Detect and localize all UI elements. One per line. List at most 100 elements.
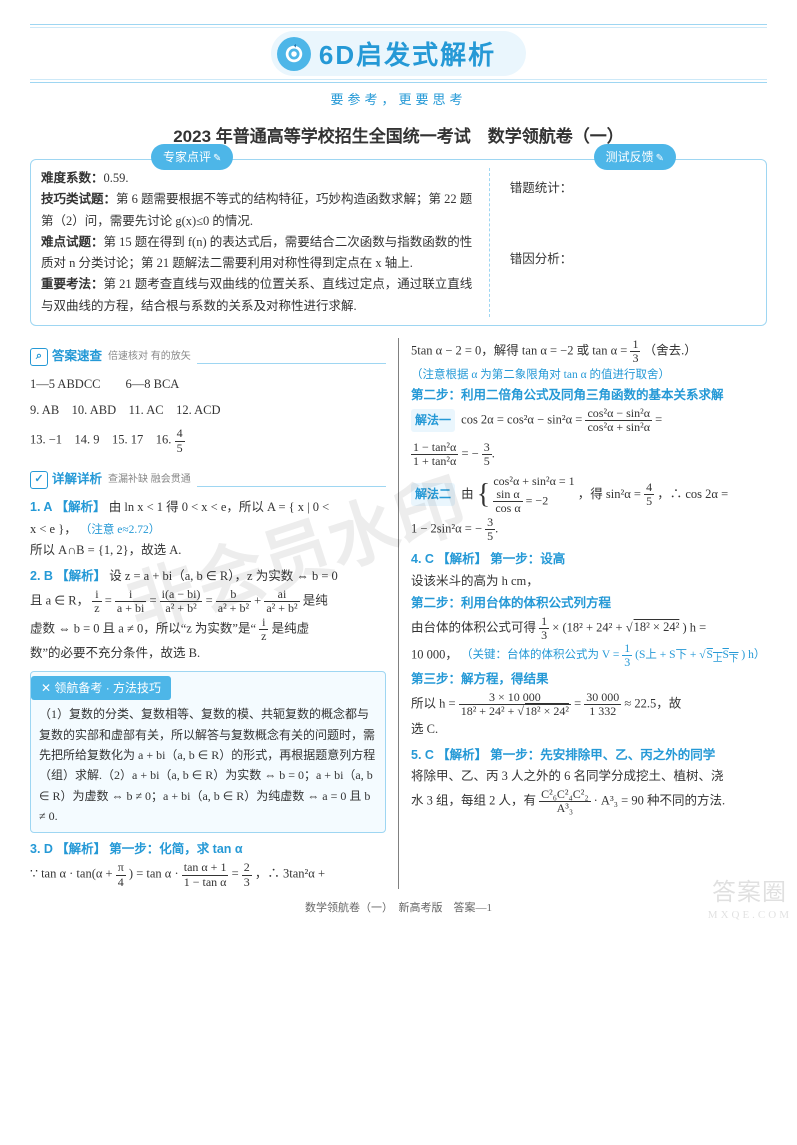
r-cont1: 5tan α − 2 = 0，解得 tan α = −2 或 tan α = 1… xyxy=(411,338,767,365)
tag-expert: 专家点评 xyxy=(151,144,233,170)
key-text: 第 21 题考查直线与双曲线的位置关系、直线过定点，通过联立直线与双曲线的方程，… xyxy=(41,277,472,312)
target-icon xyxy=(277,37,311,71)
a16-num: 4 xyxy=(175,427,185,441)
q3-step1: 第一步：化简，求 tan α xyxy=(109,842,242,856)
r-m1-b: 1 − tan²α1 + tan²α = − 35. xyxy=(411,441,767,468)
r-m2: 解法二 由 { cos²α + sin²α = 1 sin αcos α = −… xyxy=(411,474,767,516)
q4-l2: 由台体的体积公式可得 13 × (18² + 24² + √18² × 24² … xyxy=(411,615,767,642)
header-title: 6D启发式解析 xyxy=(319,35,496,72)
tip-title: ✕ 领航备考 · 方法技巧 xyxy=(31,676,171,700)
r-cont1-b: （舍去.） xyxy=(644,343,697,357)
quick-line1: 1—5 ABDCC 6—8 BCA xyxy=(30,374,386,396)
q3-label: 【解析】 xyxy=(56,842,106,856)
key-label: 重要考法： xyxy=(41,277,104,291)
info-box: 专家点评 测试反馈 难度系数：0.59. 技巧类试题：第 6 题需要根据不等式的… xyxy=(30,159,767,326)
q1-note: （注意 e≈2.72） xyxy=(80,524,160,536)
q1-body-a: 由 ln x < 1 得 0 < x < e，所以 A = { x | 0 < xyxy=(109,500,329,514)
corner-url: MXQE.COM xyxy=(708,909,792,921)
q3-l1-mid: ) = tan α · xyxy=(129,867,182,881)
q4-l4: 所以 h = 3 × 10 00018² + 24² + √18² × 24² … xyxy=(411,691,767,718)
q4-l3: 10 000， （关键：台体的体积公式为 V = 13 (S上 + S下 + √… xyxy=(411,642,767,669)
q2-num: 2. B xyxy=(30,569,53,583)
r-cont1-a: 5tan α − 2 = 0，解得 tan α = −2 或 tan α = xyxy=(411,343,630,357)
q2-line3-post: 是纯虚 xyxy=(272,621,310,635)
q4-s2: 第二步：利用台体的体积公式列方程 xyxy=(411,593,767,615)
hard-text: 第 15 题在得到 f(n) 的表达式后，需要结合二次函数与指数函数的性质对 n… xyxy=(41,235,472,270)
m1-a: cos 2α = cos²α − sin²α = xyxy=(461,413,585,427)
q3: 3. D 【解析】 第一步：化简，求 tan α xyxy=(30,839,386,861)
q2-line2-post: 是纯 xyxy=(303,594,328,608)
hard-label: 难点试题： xyxy=(41,235,104,249)
section-quick: ⌕ 答案速查 倍速核对 有的放矢 xyxy=(30,346,386,368)
q5-s1: 第一步：先安排除甲、乙、丙之外的同学 xyxy=(490,748,715,762)
tip-body: （1）复数的分类、复数相等、复数的模、共轭复数的概念都与复数的实部和虚部有关，所… xyxy=(39,704,377,826)
q5: 5. C 【解析】 第一步：先安排除甲、乙、丙之外的同学 xyxy=(411,745,767,767)
q2-line2: 且 a ∈ R， iz = ia + bi = i(a − bi)a² + b²… xyxy=(30,588,386,615)
r-m1: 解法一 cos 2α = cos²α − sin²α = cos²α − sin… xyxy=(411,407,767,434)
q5-l2: 水 3 组，每组 2 人，有 C²₆C²₄C²₂A³₃ · A³₃ = 90 种… xyxy=(411,788,767,815)
q4-l3-a: 10 000， xyxy=(411,647,458,661)
skill-label: 技巧类试题： xyxy=(41,192,116,206)
q5-l1: 将除甲、乙、丙 3 人之外的 6 名同学分成挖土、植树、浇 xyxy=(411,766,767,788)
q4-l4-a: 所以 h = xyxy=(411,697,459,711)
q2-line1: 设 z = a + bi（a, b ∈ R），z 为实数 ⇔ b = 0 xyxy=(109,569,338,583)
magnify-icon: ⌕ xyxy=(30,348,48,366)
q5-label: 【解析】 xyxy=(437,748,487,762)
method1: 解法一 xyxy=(411,409,455,432)
corner-logo: 答案圈 xyxy=(712,872,787,907)
q2-label: 【解析】 xyxy=(56,569,106,583)
q4-num: 4. C xyxy=(411,552,434,566)
m2-a: 由 xyxy=(461,487,474,501)
q1: 1. A 【解析】 由 ln x < 1 得 0 < x < e，所以 A = … xyxy=(30,497,386,519)
page-footer: 数学领航卷（一） 新高考版 答案—1 xyxy=(30,899,767,915)
q4-l5: 选 C. xyxy=(411,719,767,741)
q4n-c: ) h） xyxy=(741,649,765,661)
q4-l2-a: 由台体的体积公式可得 xyxy=(411,620,536,634)
m2-d: 1 − 2sin²α = − xyxy=(411,521,485,535)
q2-line4: 数”的必要不充分条件，故选 B. xyxy=(30,643,386,665)
q4n-b: (S上 + S下 + √ xyxy=(635,649,705,661)
r-note1: （注意根据 α 为第二象限角对 tan α 的值进行取舍） xyxy=(411,365,767,385)
q4-l2-c: ) h = xyxy=(682,620,706,634)
tag-feedback: 测试反馈 xyxy=(594,144,676,170)
m2-b: ，得 sin²α = xyxy=(578,487,644,501)
q2-line3: 虚数 ⇔ b = 0 且 a ≠ 0，所以“z 为实数”是“ iz 是纯虚 xyxy=(30,616,386,643)
method2: 解法二 xyxy=(411,483,455,506)
q2-line3-text: 虚数 ⇔ b = 0 且 a ≠ 0，所以“z 为实数”是“ xyxy=(30,621,256,635)
header-subtitle: 要参考，更要思考 xyxy=(30,89,767,108)
q3-l1-post: ，∴ 3tan²α + xyxy=(255,867,325,881)
q5-num: 5. C xyxy=(411,748,434,762)
a16-den: 5 xyxy=(175,442,185,455)
difficulty-value: 0.59. xyxy=(104,171,129,185)
section-detail-title: 详解详析 xyxy=(52,469,102,491)
q3-line1: ∵ tan α · tan(α + π4 ) = tan α · tan α +… xyxy=(30,861,386,888)
r-step2: 第二步：利用二倍角公式及同角三角函数的基本关系求解 xyxy=(411,385,767,407)
q1-body-b: x < e }， xyxy=(30,522,77,536)
header-badge: 6D启发式解析 xyxy=(271,31,526,76)
q2: 2. B 【解析】 设 z = a + bi（a, b ∈ R），z 为实数 ⇔… xyxy=(30,566,386,588)
header-strip: 6D启发式解析 xyxy=(30,24,767,83)
q5-l2-b: · A³₃ = 90 种不同的方法. xyxy=(594,794,725,808)
q4-s3: 第三步：解方程，得结果 xyxy=(411,669,767,691)
quick-line3: 13. −1 14. 9 15. 17 16. 45 xyxy=(30,427,386,454)
q1-num: 1. A xyxy=(30,500,52,514)
q3-l1-pre: ∵ tan α · tan(α + xyxy=(30,867,116,881)
q4-l4-b: ≈ 22.5，故 xyxy=(624,697,681,711)
section-detail-sub: 查漏补缺 融会贯通 xyxy=(108,471,191,489)
q4-label: 【解析】 xyxy=(437,552,487,566)
feedback-panel: 错题统计： 错因分析： xyxy=(489,168,756,317)
fb-cause-label: 错因分析： xyxy=(510,249,756,270)
section-quick-sub: 倍速核对 有的放矢 xyxy=(108,348,191,366)
q2-line2-pre: 且 a ∈ R， xyxy=(30,594,89,608)
fb-wrong-label: 错题统计： xyxy=(510,178,756,199)
expert-panel: 难度系数：0.59. 技巧类试题：第 6 题需要根据不等式的结构特征，巧妙构造函… xyxy=(41,168,489,317)
q5-l2-a: 水 3 组，每组 2 人，有 xyxy=(411,794,539,808)
q4-l1: 设该米斗的高为 h cm， xyxy=(411,571,767,593)
q4-l2-b: × (18² + 24² + √ xyxy=(552,620,632,634)
q1-body-c: 所以 A∩B = {1, 2}，故选 A. xyxy=(30,540,386,562)
q4-s1: 第一步：设高 xyxy=(490,552,565,566)
check-icon: ✓ xyxy=(30,471,48,489)
q4n-a: （关键：台体的体积公式为 V = xyxy=(461,649,622,661)
tip-box: ✕ 领航备考 · 方法技巧 （1）复数的分类、复数相等、复数的模、共轭复数的概念… xyxy=(30,671,386,834)
section-quick-title: 答案速查 xyxy=(52,346,102,368)
